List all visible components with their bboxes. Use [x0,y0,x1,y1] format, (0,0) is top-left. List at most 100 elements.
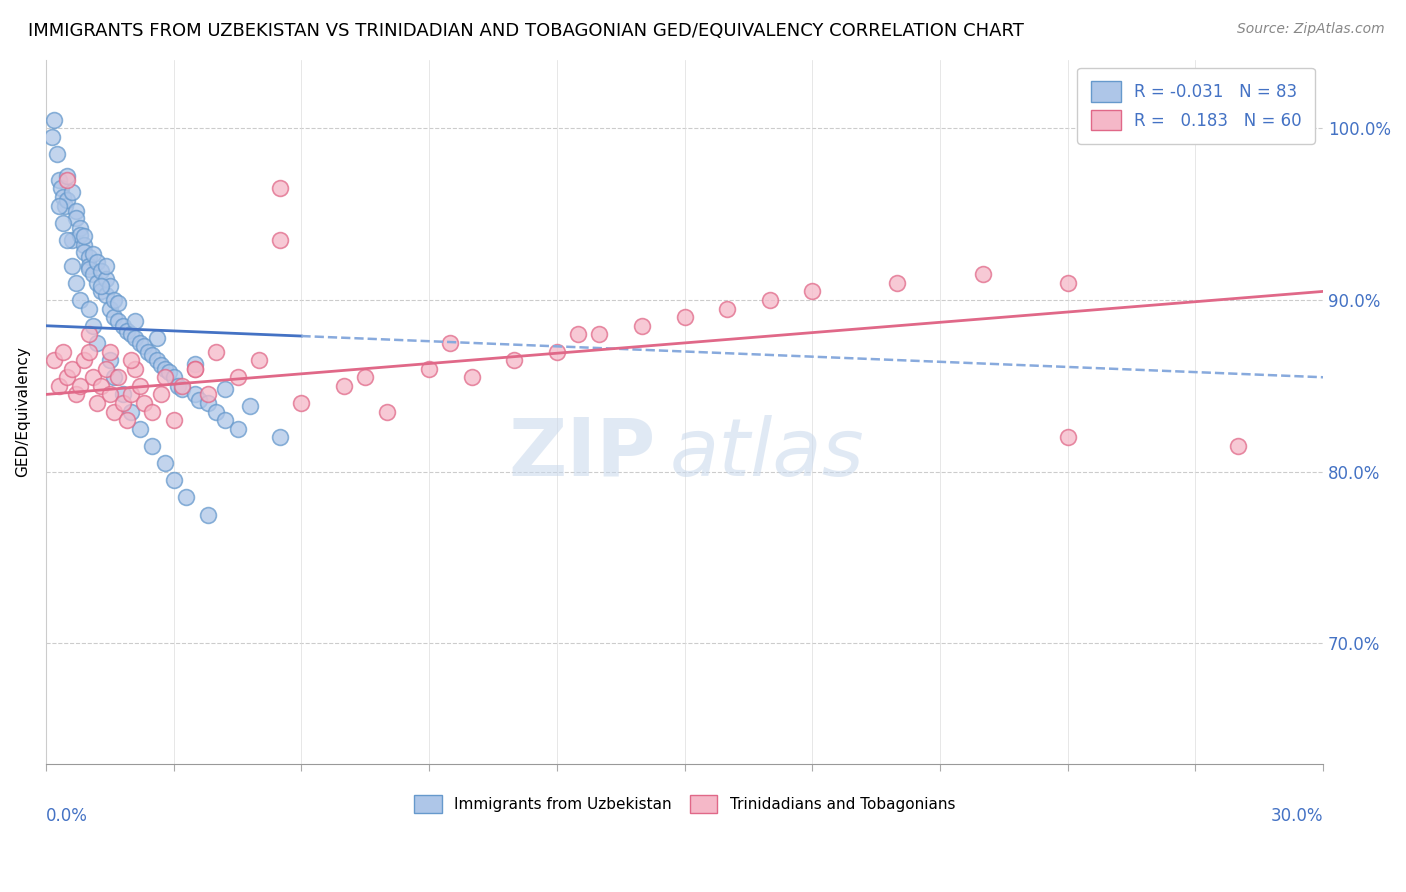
Point [124,331,146,345]
Text: 30.0%: 30.0% [1271,806,1323,824]
Point [82,246,104,260]
Point [77,262,100,277]
Point [98,279,121,293]
Point [801,285,824,299]
Point [153,456,176,470]
Point [269,181,291,195]
Point [141,439,163,453]
Point [153,370,176,384]
Point [82,370,104,384]
Point [214,382,236,396]
Point [188,392,211,407]
Point [439,335,461,350]
Point [120,404,142,418]
Point [77,259,100,273]
Point [56,370,79,384]
Text: Source: ZipAtlas.com: Source: ZipAtlas.com [1237,22,1385,37]
Point [60,233,83,247]
Text: ZIP: ZIP [509,415,657,493]
Point [69,379,91,393]
Point [184,357,207,371]
Point [90,264,112,278]
Point [226,422,249,436]
Point [132,396,155,410]
Point [111,318,134,333]
Point [128,379,150,393]
Point [86,396,108,410]
Point [82,318,104,333]
Point [972,267,994,281]
Point [1056,430,1078,444]
Point [141,404,163,418]
Point [107,370,129,384]
Point [65,211,87,225]
Point [53,198,76,212]
Point [375,404,398,418]
Point [418,361,440,376]
Point [354,370,377,384]
Point [111,387,134,401]
Point [128,335,150,350]
Point [197,387,219,401]
Point [120,327,142,342]
Point [205,404,228,418]
Point [128,422,150,436]
Point [73,353,96,368]
Point [44,353,66,368]
Point [56,169,79,184]
Point [77,344,100,359]
Point [149,387,172,401]
Y-axis label: GED/Equivalency: GED/Equivalency [15,346,30,477]
Point [77,327,100,342]
Point [124,313,146,327]
Point [77,250,100,264]
Point [69,227,91,242]
Point [115,413,138,427]
Point [167,379,190,393]
Point [90,285,112,299]
Point [94,288,117,302]
Point [149,358,172,372]
Point [269,430,291,444]
Point [52,190,75,204]
Point [176,491,198,505]
Point [103,310,125,325]
Point [503,353,526,368]
Point [82,267,104,281]
Point [290,396,312,410]
Point [49,181,72,195]
Point [120,387,142,401]
Point [86,276,108,290]
Point [52,216,75,230]
Point [48,198,70,212]
Text: atlas: atlas [671,415,865,493]
Point [111,396,134,410]
Point [333,379,356,393]
Point [758,293,780,307]
Point [65,203,87,218]
Point [269,233,291,247]
Point [60,185,83,199]
Point [69,220,91,235]
Point [98,353,121,368]
Point [90,379,112,393]
Point [184,361,207,376]
Point [163,370,186,384]
Point [631,318,654,333]
Point [48,379,70,393]
Point [159,365,181,379]
Point [107,313,129,327]
Point [69,293,91,307]
Point [94,361,117,376]
Point [132,339,155,353]
Point [197,396,219,410]
Point [56,233,79,247]
Point [98,344,121,359]
Point [94,259,117,273]
Point [172,382,194,396]
Point [103,293,125,307]
Point [145,353,167,368]
Point [197,508,219,522]
Point [153,361,176,376]
Point [60,259,83,273]
